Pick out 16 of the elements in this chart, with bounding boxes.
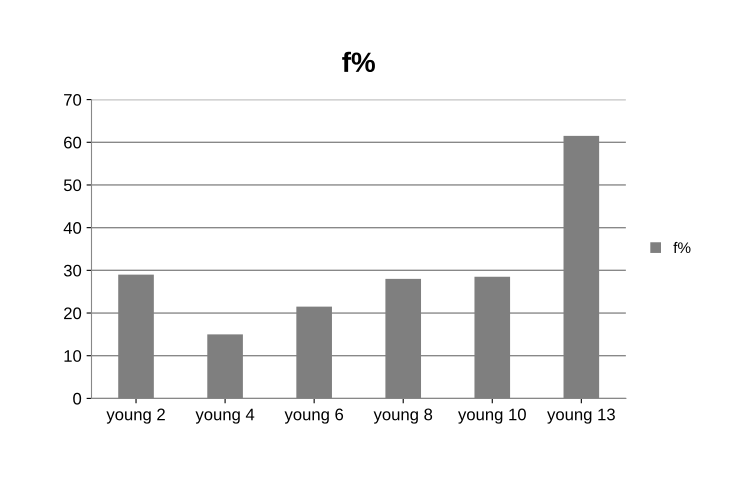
chart-title: f% bbox=[342, 52, 375, 72]
x-tick-label: young 13 bbox=[547, 408, 615, 424]
y-tick-label: 10 bbox=[64, 350, 82, 362]
y-tick-label: 20 bbox=[64, 307, 82, 320]
y-tick-label: 70 bbox=[64, 94, 82, 106]
y-tick-label: 30 bbox=[64, 264, 82, 277]
y-tick-label: 40 bbox=[64, 222, 82, 234]
y-tick-label: 0 bbox=[73, 392, 82, 405]
x-tick-label: young 8 bbox=[374, 408, 432, 424]
x-tick-label: young 10 bbox=[458, 408, 526, 424]
x-tick-label: young 4 bbox=[195, 408, 254, 424]
x-tick-label: young 6 bbox=[284, 408, 344, 424]
x-tick-label: young 2 bbox=[106, 408, 165, 424]
legend-label: f% bbox=[673, 242, 690, 254]
y-tick-label: 50 bbox=[64, 179, 82, 192]
y-tick-label: 60 bbox=[64, 136, 82, 148]
